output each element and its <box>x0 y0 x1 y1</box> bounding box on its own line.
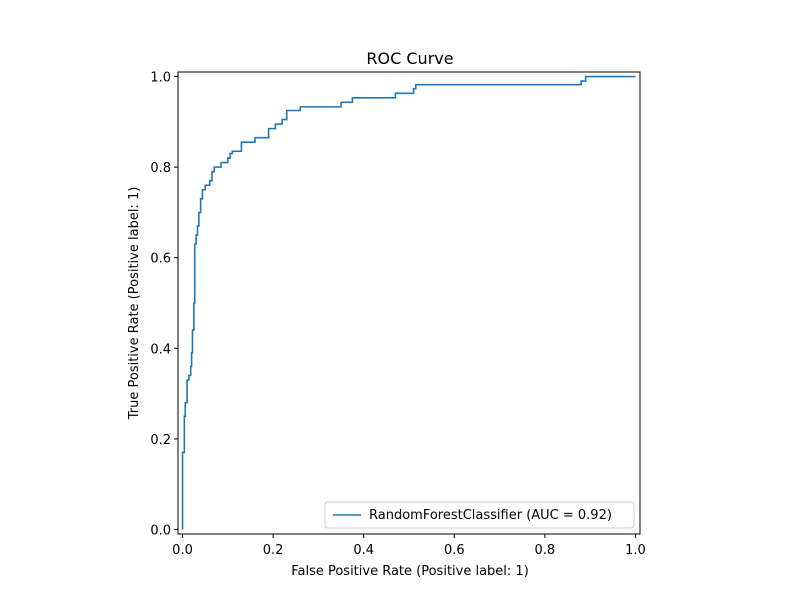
y-tick-label: 0.0 <box>150 523 171 538</box>
legend-box <box>324 501 635 529</box>
x-axis-label: False Positive Rate (Positive label: 1) <box>291 564 529 579</box>
plot-area <box>181 75 636 530</box>
legend: RandomForestClassifier (AUC = 0.92) <box>324 501 635 529</box>
y-axis-ticks: 0.0 0.2 0.4 0.6 0.8 1.0 <box>150 71 178 538</box>
x-tick-label: 0.2 <box>263 543 284 558</box>
y-tick-label: 1.0 <box>150 71 171 86</box>
x-tick-label: 0.0 <box>172 543 193 558</box>
x-tick-label: 0.6 <box>444 543 465 558</box>
chart-title: ROC Curve <box>366 49 453 68</box>
axes-frame <box>177 71 641 535</box>
x-axis-ticks: 0.0 0.2 0.4 0.6 0.8 1.0 <box>172 534 646 558</box>
y-tick-label: 0.4 <box>150 342 171 357</box>
roc-curve-line <box>181 75 636 530</box>
x-tick-label: 0.8 <box>535 543 556 558</box>
x-tick-label: 0.4 <box>353 543 374 558</box>
y-axis-label: True Positive Rate (Positive label: 1) <box>127 187 142 421</box>
y-tick-label: 0.6 <box>150 252 171 267</box>
y-tick-label: 0.2 <box>150 433 171 448</box>
legend-entry: RandomForestClassifier (AUC = 0.92) <box>369 508 612 523</box>
y-tick-label: 0.8 <box>150 161 171 176</box>
x-tick-label: 1.0 <box>625 543 646 558</box>
